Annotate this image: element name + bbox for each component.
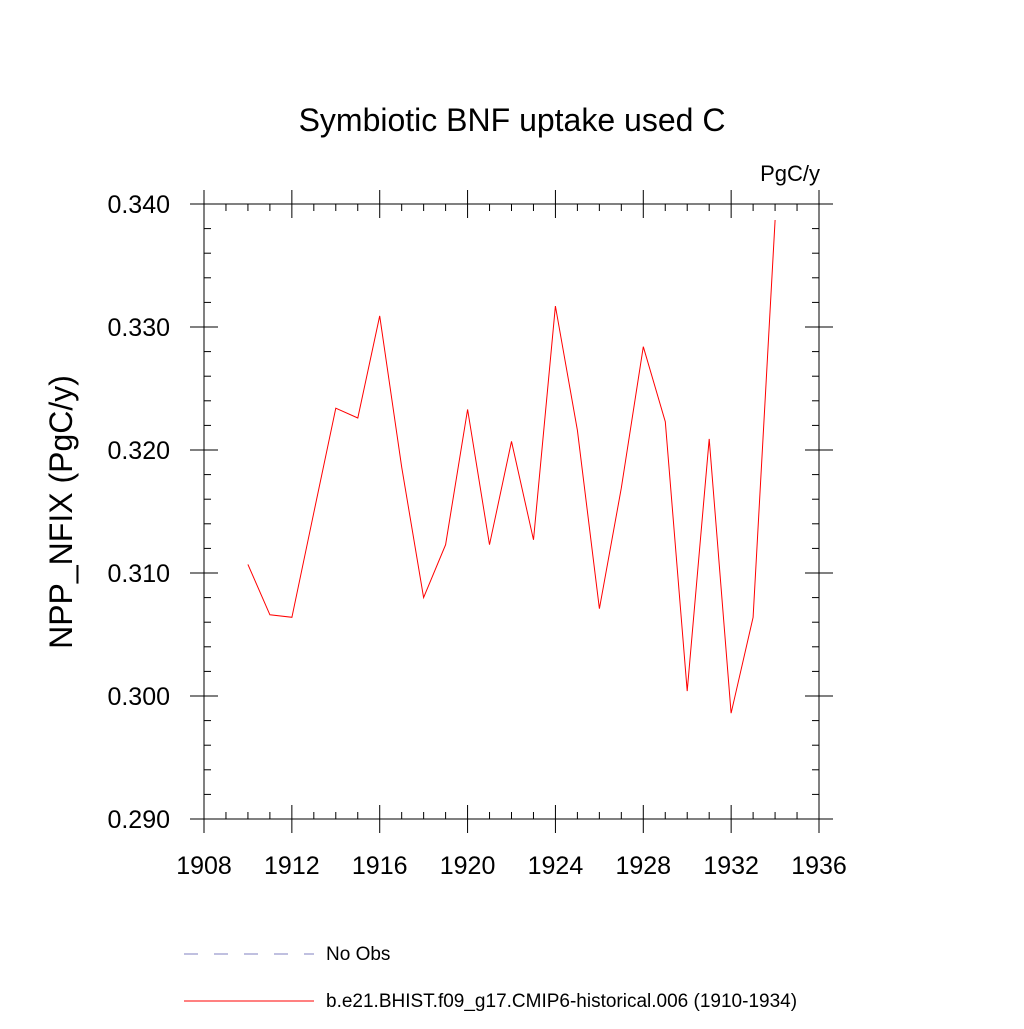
x-tick-label: 1928 bbox=[615, 852, 671, 880]
y-tick-label: 0.300 bbox=[107, 683, 170, 711]
x-tick-label: 1912 bbox=[264, 852, 320, 880]
chart-title: Symbiotic BNF uptake used C bbox=[299, 102, 726, 138]
x-tick-label: 1924 bbox=[528, 852, 584, 880]
y-tick-label: 0.320 bbox=[107, 437, 170, 465]
y-tick-label: 0.330 bbox=[107, 314, 170, 342]
y-tick-label: 0.290 bbox=[107, 806, 170, 834]
y-axis-label: NPP_NFIX (PgC/y) bbox=[43, 375, 79, 649]
legend-label-no-obs: No Obs bbox=[326, 944, 390, 965]
x-tick-label: 1908 bbox=[176, 852, 232, 880]
x-tick-label: 1920 bbox=[440, 852, 496, 880]
y-tick-label: 0.340 bbox=[107, 191, 170, 219]
x-tick-label: 1916 bbox=[352, 852, 408, 880]
series-layer bbox=[247, 219, 776, 714]
legend: No Obs b.e21.BHIST.f09_g17.CMIP6-histori… bbox=[184, 944, 797, 1012]
y-tick-label: 0.310 bbox=[107, 560, 170, 588]
x-tick-label: 1932 bbox=[703, 852, 759, 880]
series-line-0 bbox=[247, 219, 776, 714]
legend-label-historical-006: b.e21.BHIST.f09_g17.CMIP6-historical.006… bbox=[326, 991, 797, 1012]
plot-frame bbox=[203, 203, 820, 820]
units-label: PgC/y bbox=[760, 161, 820, 186]
x-tick-label: 1936 bbox=[791, 852, 847, 880]
axes: 1908 1912 1916 1920 1924 1928 1932 1936 0.290 0.3… bbox=[107, 190, 847, 880]
